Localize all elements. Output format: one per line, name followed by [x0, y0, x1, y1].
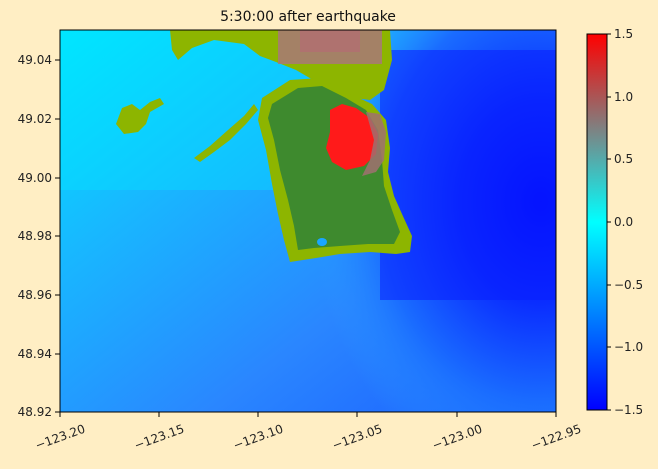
- island-west: [116, 98, 164, 134]
- colorbar-gradient: [587, 34, 607, 410]
- inland-pond: [317, 238, 327, 246]
- town-grid-core: [300, 30, 360, 52]
- y-tick-label: 49.04: [18, 53, 52, 67]
- y-tick-label: 49.00: [18, 171, 52, 185]
- x-tick-label: −123.10: [231, 422, 285, 453]
- colorbar-tick-label: 1.0: [614, 90, 633, 104]
- y-axis: 49.04 49.02 49.00 48.98 48.96 48.94 48.9…: [18, 53, 60, 419]
- inundation-zone: [326, 104, 378, 170]
- x-tick-label: −123.15: [132, 422, 186, 453]
- x-tick-label: −123.20: [33, 422, 87, 453]
- x-axis: −123.20 −123.15 −123.10 −123.05 −123.00 …: [33, 412, 583, 453]
- y-tick-label: 49.02: [18, 112, 52, 126]
- x-tick-label: −123.05: [330, 422, 384, 453]
- colorbar-tick-label: 0.0: [614, 215, 633, 229]
- plot-frame: [59, 29, 557, 413]
- colorbar-tick-label: 0.5: [614, 152, 633, 166]
- y-tick-label: 48.92: [18, 405, 52, 419]
- inundation-fringe: [362, 112, 386, 176]
- x-tick-label: −122.95: [529, 422, 583, 453]
- colorbar: 1.5 1.0 0.5 0.0 −0.5 −1.0 −1.5: [586, 27, 643, 417]
- y-tick-label: 48.94: [18, 347, 52, 361]
- spit: [194, 104, 258, 162]
- chart-title: 5:30:00 after earthquake: [220, 9, 396, 25]
- x-tick-label: −123.00: [430, 422, 484, 453]
- deep-water-core: [380, 50, 556, 300]
- y-tick-label: 48.98: [18, 229, 52, 243]
- colorbar-tick-label: 1.5: [614, 27, 633, 41]
- colorbar-tick-label: −1.5: [614, 403, 643, 417]
- y-tick-label: 48.96: [18, 288, 52, 302]
- colorbar-tick-label: −1.0: [614, 340, 643, 354]
- plot-area: [60, 30, 556, 412]
- colorbar-tick-label: −0.5: [614, 278, 643, 292]
